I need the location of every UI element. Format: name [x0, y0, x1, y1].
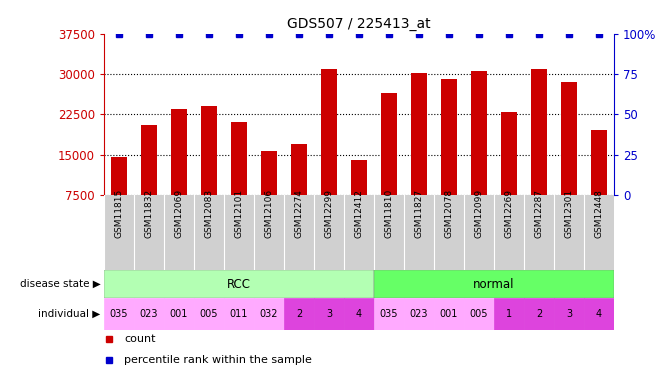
Text: 035: 035: [380, 309, 398, 319]
Text: 2: 2: [296, 309, 302, 319]
Bar: [411, 73, 427, 195]
Bar: [494, 298, 524, 330]
Bar: [380, 93, 397, 195]
Text: 011: 011: [229, 309, 248, 319]
Bar: [434, 298, 464, 330]
Bar: [134, 298, 164, 330]
Text: 035: 035: [110, 309, 128, 319]
Bar: [164, 298, 194, 330]
Bar: [224, 298, 254, 330]
Text: RCC: RCC: [227, 278, 251, 291]
Text: 005: 005: [470, 309, 488, 319]
Bar: [464, 298, 494, 330]
Bar: [104, 298, 134, 330]
Bar: [291, 144, 307, 195]
Bar: [141, 125, 157, 195]
Bar: [501, 112, 517, 195]
Bar: [284, 298, 314, 330]
Bar: [104, 270, 374, 298]
Bar: [554, 298, 584, 330]
Bar: [441, 80, 457, 195]
Text: 001: 001: [440, 309, 458, 319]
Text: disease state ▶: disease state ▶: [20, 279, 101, 289]
Bar: [254, 298, 284, 330]
Text: 005: 005: [200, 309, 218, 319]
Bar: [404, 298, 434, 330]
Text: 023: 023: [140, 309, 158, 319]
Text: 3: 3: [326, 309, 332, 319]
Text: 032: 032: [260, 309, 278, 319]
Text: 023: 023: [410, 309, 428, 319]
Bar: [531, 69, 548, 195]
Bar: [471, 71, 487, 195]
Bar: [170, 109, 187, 195]
Bar: [201, 106, 217, 195]
Text: 4: 4: [596, 309, 602, 319]
Text: 1: 1: [506, 309, 512, 319]
Bar: [231, 122, 247, 195]
Text: 001: 001: [170, 309, 188, 319]
Bar: [374, 298, 404, 330]
Title: GDS507 / 225413_at: GDS507 / 225413_at: [287, 17, 431, 32]
Bar: [590, 130, 607, 195]
Bar: [194, 298, 224, 330]
Bar: [561, 82, 577, 195]
Text: normal: normal: [473, 278, 515, 291]
Bar: [314, 298, 344, 330]
Bar: [351, 160, 367, 195]
Bar: [344, 298, 374, 330]
Bar: [584, 298, 614, 330]
Bar: [261, 151, 277, 195]
Bar: [524, 298, 554, 330]
Text: 3: 3: [566, 309, 572, 319]
Text: count: count: [124, 334, 156, 344]
Bar: [374, 270, 614, 298]
Text: percentile rank within the sample: percentile rank within the sample: [124, 355, 312, 365]
Bar: [321, 69, 338, 195]
Text: 2: 2: [536, 309, 542, 319]
Text: individual ▶: individual ▶: [38, 309, 101, 319]
Bar: [111, 158, 127, 195]
Text: 4: 4: [356, 309, 362, 319]
